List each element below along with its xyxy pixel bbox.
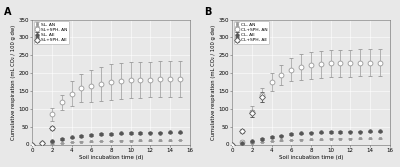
X-axis label: Soil incubation time (d): Soil incubation time (d) [279, 155, 343, 160]
X-axis label: Soil incubation time (d): Soil incubation time (d) [79, 155, 143, 160]
Y-axis label: Cumulative respiration (mL CO₂ / 100 g dw): Cumulative respiration (mL CO₂ / 100 g d… [211, 24, 216, 140]
Y-axis label: Cumulative respiration (mL CO₂ / 100 g dw): Cumulative respiration (mL CO₂ / 100 g d… [11, 24, 16, 140]
Text: A: A [4, 7, 12, 17]
Legend: SL, AN, SL+SPH, AN, SL, AE, SL+SPH, AE: SL, AN, SL+SPH, AN, SL, AE, SL+SPH, AE [34, 21, 69, 44]
Legend: CL, AN, CL+SPH, AN, CL, AE, CL+SPH, AE: CL, AN, CL+SPH, AN, CL, AE, CL+SPH, AE [234, 21, 269, 44]
Text: B: B [204, 7, 211, 17]
